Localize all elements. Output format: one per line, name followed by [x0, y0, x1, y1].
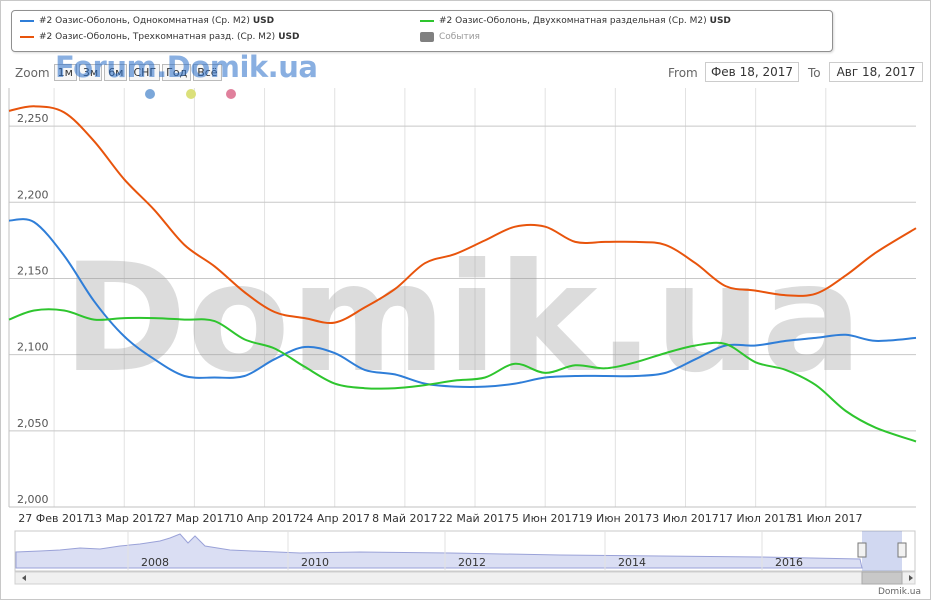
zoom-label: Zoom [15, 65, 50, 80]
legend-swatch [20, 20, 34, 22]
navigator-handle[interactable] [897, 542, 907, 558]
chart-legend: #2 Оазис-Оболонь, Однокомнатная (Ср. М2)… [11, 10, 833, 52]
navigator-scrollbar[interactable] [14, 571, 916, 585]
x-tick-label: 24 Апр 2017 [299, 512, 370, 525]
navigator-scrollbar-thumb[interactable] [861, 571, 903, 585]
forum-watermark: Forum.Domik.ua [55, 50, 318, 84]
navigator-frame [14, 530, 916, 572]
legend-swatch [20, 36, 34, 38]
zoom-year-button[interactable]: Год [162, 64, 192, 81]
x-tick-label: 13 Мар 2017 [88, 512, 160, 525]
zoom-ytd-button[interactable]: СНГ [129, 64, 161, 81]
series-line [8, 218, 917, 388]
to-date-input[interactable]: Авг 18, 2017 [829, 62, 923, 82]
legend-events-swatch [420, 32, 434, 42]
navigator-selected-range [862, 531, 902, 571]
navigator-year-label: 2012 [458, 556, 486, 569]
legend-item-three-room[interactable]: #2 Оазис-Оболонь, Трехкомнатная разд. (С… [20, 32, 299, 42]
event-marker[interactable] [226, 89, 236, 99]
x-tick-label: 27 Мар 2017 [158, 512, 230, 525]
event-marker[interactable] [186, 89, 196, 99]
range-selector: Zoom 1м 3м 6м СНГ Год Всё [15, 64, 224, 81]
x-tick-label: 3 Июл 2017 [652, 512, 719, 525]
legend-item-one-room[interactable]: #2 Оазис-Оболонь, Однокомнатная (Ср. М2)… [20, 16, 274, 26]
legend-unit: USD [252, 16, 275, 26]
x-tick-label: 8 Май 2017 [372, 512, 437, 525]
zoom-all-button[interactable]: Всё [193, 64, 222, 81]
x-tick-label: 10 Апр 2017 [229, 512, 300, 525]
legend-unit: USD [709, 16, 731, 26]
y-tick-label: 2,000 [17, 493, 49, 506]
legend-label: События [439, 32, 480, 42]
to-label: To [808, 66, 821, 80]
credit-label: Domik.ua [878, 587, 921, 597]
event-marker[interactable] [145, 89, 155, 99]
zoom-6m-button[interactable]: 6м [104, 64, 128, 81]
y-tick-label: 2,200 [17, 188, 49, 201]
x-tick-label: 27 Фев 2017 [18, 512, 90, 525]
legend-item-events[interactable]: События [420, 32, 480, 42]
legend-swatch [420, 20, 434, 22]
scroll-right-arrow-icon [909, 575, 913, 581]
x-tick-label: 17 Июл 2017 [719, 512, 793, 525]
y-tick-label: 2,100 [17, 341, 49, 354]
legend-label: #2 Оазис-Оболонь, Двухкомнатная раздельн… [439, 16, 707, 26]
legend-label: #2 Оазис-Оболонь, Трехкомнатная разд. (С… [39, 32, 276, 42]
series-line [8, 105, 917, 324]
navigator-series-area [15, 533, 863, 569]
legend-unit: USD [278, 32, 300, 42]
x-tick-label: 19 Июн 2017 [579, 512, 653, 525]
zoom-3m-button[interactable]: 3м [78, 64, 103, 81]
x-tick-label: 5 Июн 2017 [512, 512, 579, 525]
navigator-year-label: 2008 [141, 556, 169, 569]
navigator-handle[interactable] [857, 542, 867, 558]
y-tick-label: 2,150 [17, 264, 49, 277]
from-label: From [668, 66, 698, 80]
zoom-1m-button[interactable]: 1м [53, 64, 77, 81]
legend-item-two-room[interactable]: #2 Оазис-Оболонь, Двухкомнатная раздельн… [420, 16, 731, 26]
navigator-year-label: 2014 [618, 556, 646, 569]
y-tick-label: 2,050 [17, 417, 49, 430]
x-tick-label: 31 Июл 2017 [789, 512, 863, 525]
series-line [8, 308, 917, 443]
x-tick-label: 22 Май 2017 [439, 512, 511, 525]
from-date-input[interactable]: Фев 18, 2017 [705, 62, 799, 82]
scroll-left-arrow-icon [22, 575, 26, 581]
navigator-year-label: 2016 [775, 556, 803, 569]
legend-label: #2 Оазис-Оболонь, Однокомнатная (Ср. М2) [39, 16, 250, 26]
y-tick-label: 2,250 [17, 112, 49, 125]
navigator-year-label: 2010 [301, 556, 329, 569]
